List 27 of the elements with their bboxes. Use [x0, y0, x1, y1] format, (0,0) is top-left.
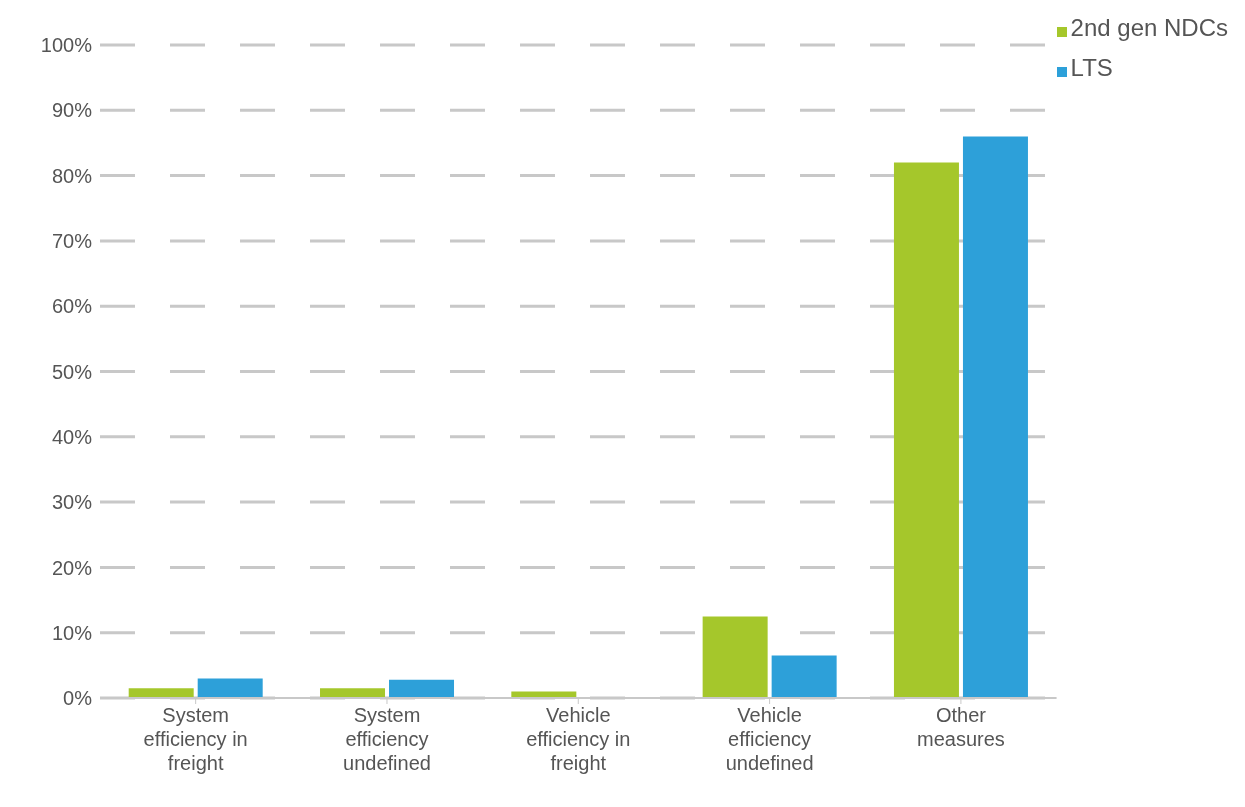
y-tick-label: 70% [51, 230, 93, 252]
x-tick-label: System efficiency undefined [343, 704, 431, 774]
x-tick-label: System efficiency in freight [143, 704, 248, 774]
bar [893, 162, 959, 698]
legend-label: LTS [1070, 54, 1113, 81]
x-tick-label: Vehicle efficiency in freight [526, 704, 631, 774]
bar [197, 678, 263, 698]
bar [771, 655, 837, 698]
bar [128, 688, 194, 698]
bar [962, 136, 1028, 698]
x-tick-label: Vehicle efficiency undefined [725, 704, 814, 774]
y-tick-label: 20% [51, 556, 93, 579]
x-tick-label: Other measures [917, 704, 1005, 750]
y-tick-label: 30% [51, 491, 93, 514]
bar [320, 688, 386, 698]
y-tick-label: 0% [63, 687, 93, 710]
y-tick-label: 90% [51, 99, 93, 122]
y-tick-label: 10% [51, 621, 93, 644]
bar [702, 616, 768, 698]
y-tick-label: 60% [51, 295, 93, 318]
y-tick-label: 80% [51, 164, 93, 187]
legend-label: 2nd gen NDCs [1070, 14, 1228, 41]
bar [511, 691, 577, 698]
y-tick-label: 50% [51, 360, 93, 383]
y-tick-label: 40% [51, 425, 93, 448]
bar [389, 679, 455, 698]
y-tick-label: 100% [40, 34, 93, 57]
